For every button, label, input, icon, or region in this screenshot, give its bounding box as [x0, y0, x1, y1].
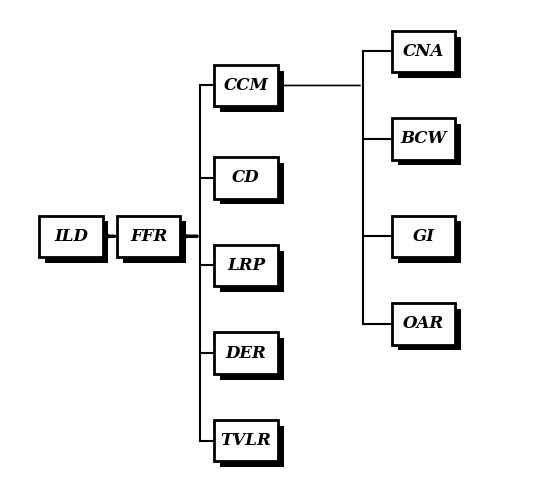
Text: BCW: BCW [400, 130, 446, 148]
Bar [392, 215, 455, 257]
Text: CD: CD [232, 169, 260, 186]
Bar [220, 338, 284, 379]
Text: OAR: OAR [403, 315, 444, 332]
Text: TVLR: TVLR [221, 432, 272, 449]
Text: CNA: CNA [403, 43, 444, 60]
Bar [117, 215, 181, 257]
Bar [398, 124, 461, 165]
Text: DER: DER [226, 344, 266, 362]
Text: FFR: FFR [130, 228, 168, 245]
Bar [398, 36, 461, 78]
Text: LRP: LRP [227, 257, 265, 274]
Bar [392, 118, 455, 160]
Bar [220, 426, 284, 467]
Bar [220, 250, 284, 292]
Bar [398, 221, 461, 263]
Bar [392, 303, 455, 344]
Bar [392, 31, 455, 72]
Text: GI: GI [413, 228, 435, 245]
Text: CCM: CCM [224, 77, 269, 94]
Bar [214, 245, 278, 286]
Bar [39, 215, 102, 257]
Bar [214, 420, 278, 461]
Bar [220, 71, 284, 112]
Bar [214, 332, 278, 374]
Bar [214, 65, 278, 106]
Text: ILD: ILD [54, 228, 88, 245]
Bar [45, 221, 108, 263]
Bar [123, 221, 187, 263]
Bar [220, 163, 284, 204]
Bar [398, 309, 461, 350]
Bar [214, 157, 278, 199]
